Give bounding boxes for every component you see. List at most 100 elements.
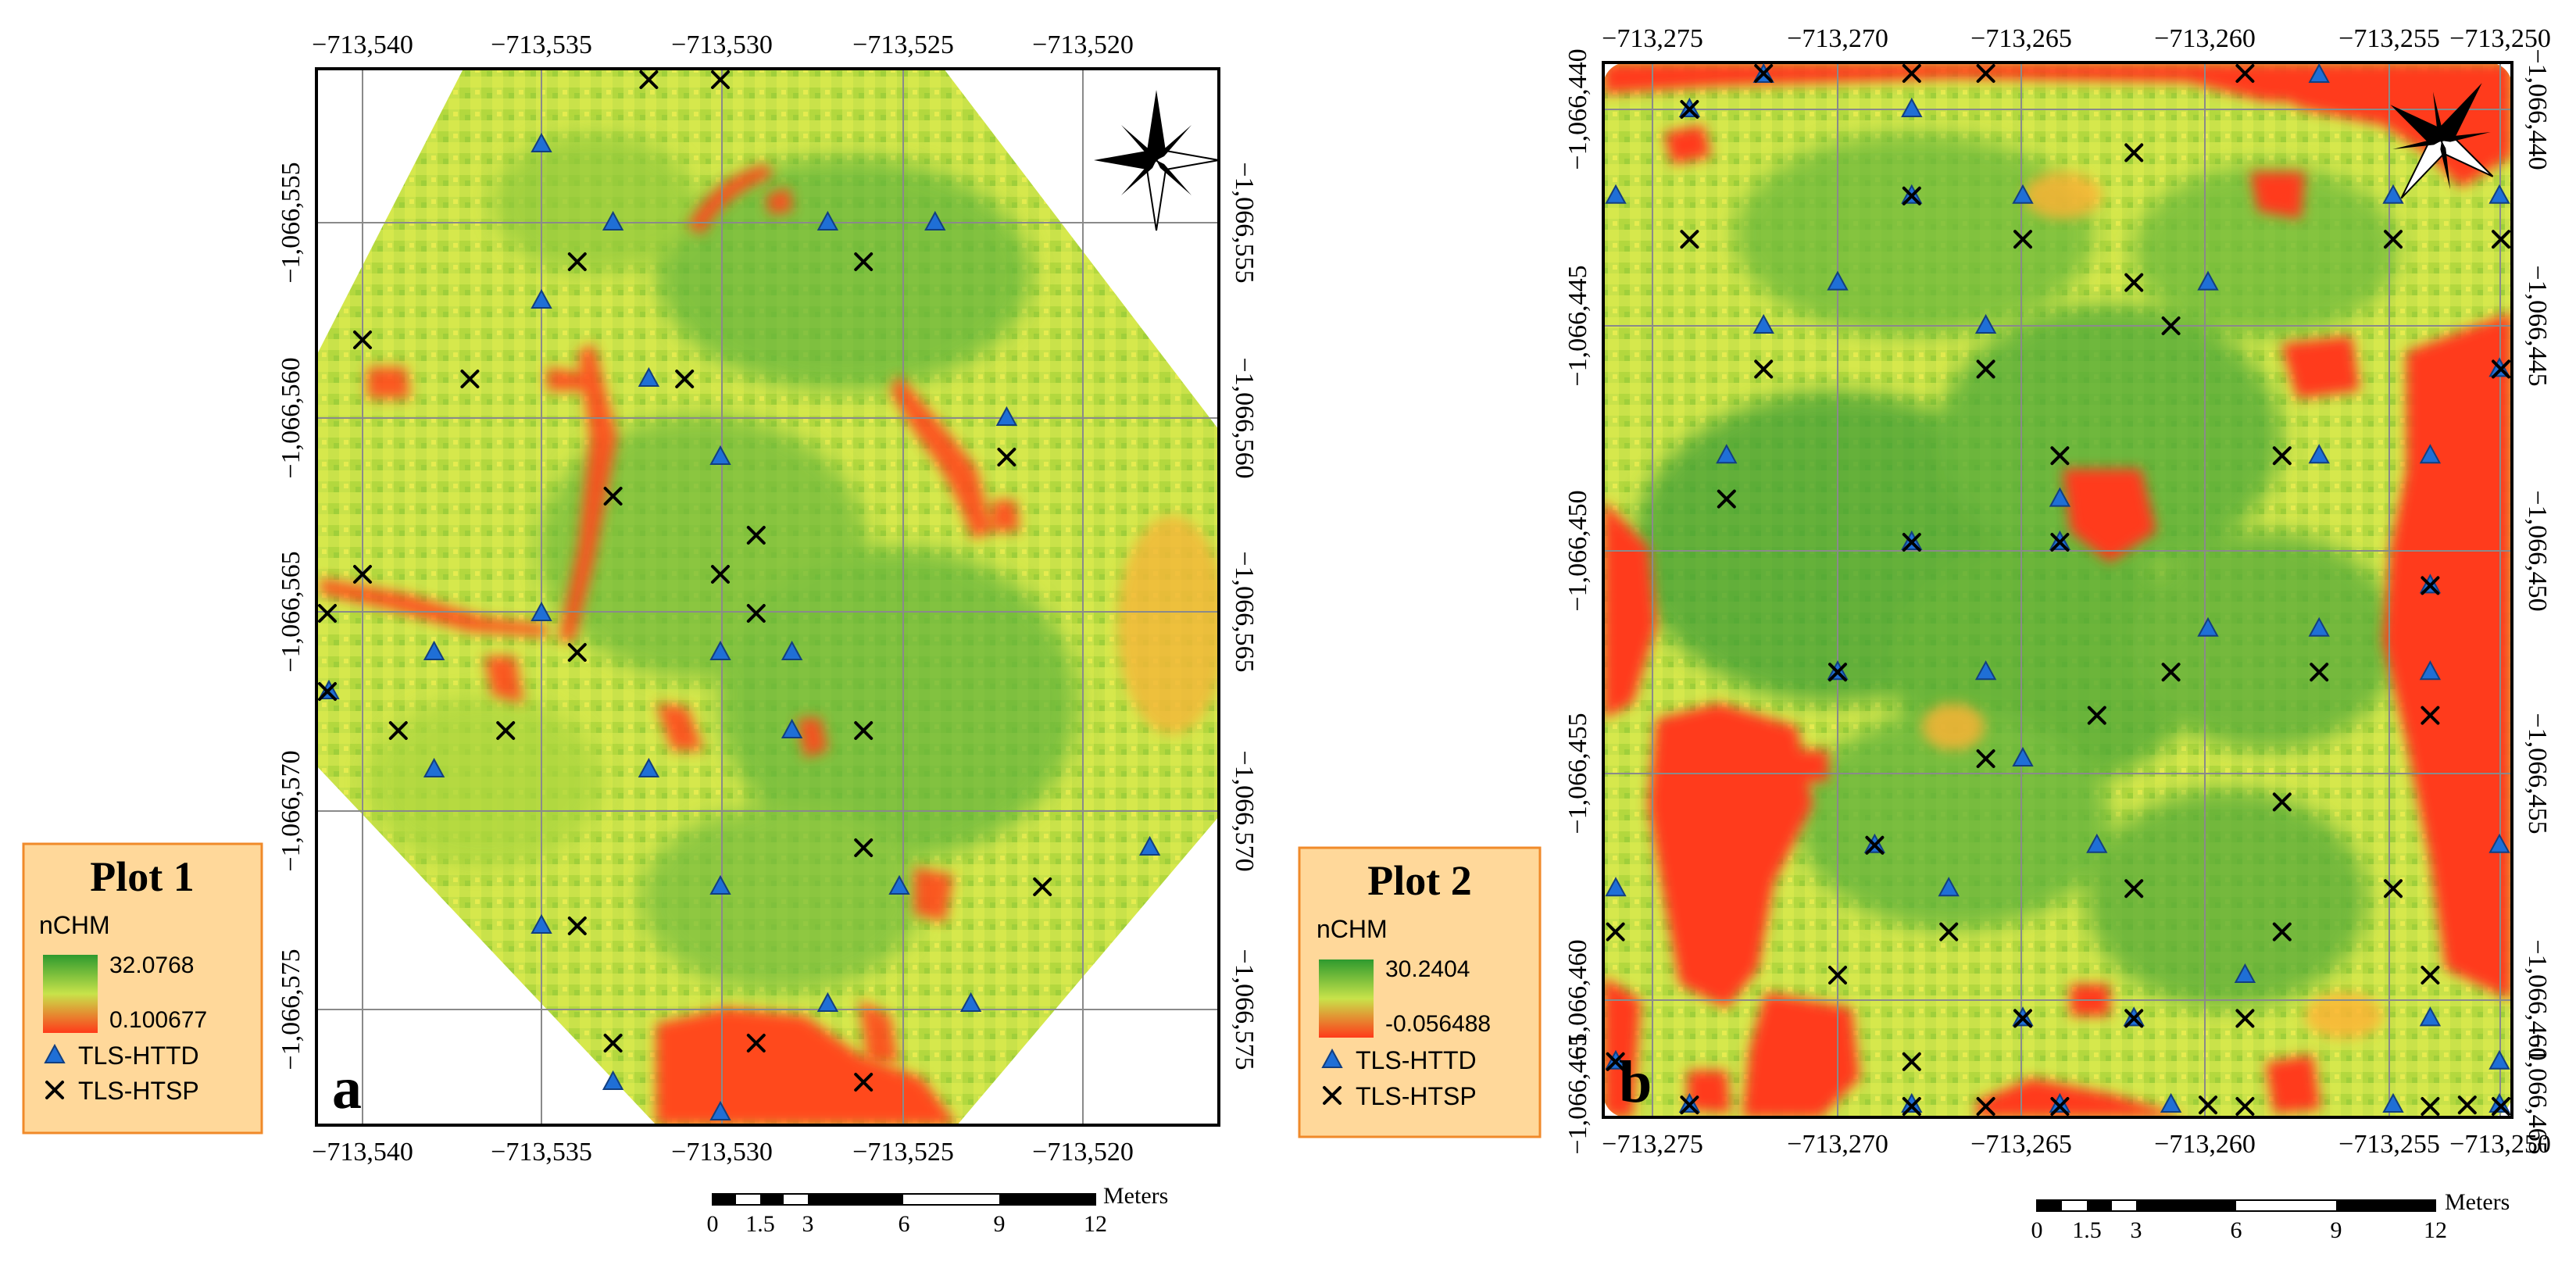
tls-httd-triangle	[531, 288, 552, 309]
nchm-raster-plot2	[1603, 63, 2512, 1117]
tls-httd-triangle	[888, 874, 910, 895]
tls-htsp-cross	[854, 721, 874, 740]
y-tick-label-right: −1,066,555	[1230, 162, 1259, 283]
y-tick-label-left: −1,066,460	[1563, 939, 1592, 1060]
tls-htsp-cross	[1976, 359, 1995, 379]
y-tick-label-right: −1,066,450	[2523, 490, 2552, 611]
x-tick-label-bottom: −713,260	[2154, 1130, 2256, 1159]
x-tick-label-top: −713,535	[491, 30, 592, 59]
y-tick-label-right: −1,066,440	[2523, 48, 2552, 170]
tls-htsp-cross	[2161, 316, 2181, 335]
tls-htsp-markers-plot1	[318, 70, 1052, 1092]
tls-httd-triangle	[531, 601, 552, 621]
tls-htsp-cross	[1680, 1095, 1699, 1115]
tls-httd-triangle	[602, 210, 624, 230]
tls-httd-triangle	[2160, 1092, 2182, 1113]
tls-htsp-cross	[318, 682, 337, 701]
y-tick-label-right: −1,066,455	[2523, 713, 2552, 834]
x-tick-label-bottom: −713,250	[2449, 1130, 2551, 1159]
tls-htsp-cross	[1828, 663, 1847, 682]
tls-htsp-cross	[746, 526, 766, 545]
tls-httd-triangle	[816, 992, 839, 1012]
y-tick-label-left: −1,066,445	[1563, 265, 1592, 386]
tls-httd-triangle	[2488, 184, 2510, 204]
tls-httd-triangle	[1605, 184, 1627, 204]
y-tick-label-left: −1,066,465	[1563, 1033, 1592, 1154]
tls-httd-triangle	[2382, 184, 2404, 204]
tls-httd-triangle	[531, 132, 552, 152]
y-tick-label-right: −1,066,570	[1230, 750, 1259, 871]
scale-label: 12	[1084, 1211, 1107, 1237]
tls-htsp-cross	[2492, 230, 2510, 249]
tls-httd-triangle	[2419, 1006, 2442, 1027]
tls-htsp-cross	[2457, 1095, 2477, 1115]
tls-htsp-markers-plot2	[1606, 64, 2510, 1116]
tls-htsp-cross	[567, 643, 587, 662]
map-panel-a: −713,540 −713,535 −713,530 −713,525 −713,520…	[22, 30, 1259, 1237]
y-tick-label-right: −1,066,460	[2523, 939, 2552, 1060]
x-tick-label-bottom: −713,530	[671, 1138, 773, 1167]
tls-htsp-cross	[1939, 922, 1959, 942]
tls-httd-triangle	[531, 913, 552, 934]
tls-htsp-cross	[1902, 533, 1921, 552]
x-tick-label-top: −713,520	[1032, 30, 1134, 59]
tls-htsp-cross	[711, 565, 730, 584]
scale-label: 9	[2331, 1217, 2342, 1243]
tls-htsp-cross	[2235, 64, 2255, 83]
triangle-symbol-icon	[44, 1043, 66, 1063]
scale-label: 0	[2031, 1217, 2043, 1243]
panel-label-a: a	[332, 1056, 362, 1121]
tls-htsp-cross	[496, 721, 516, 740]
tls-htsp-cross	[2421, 966, 2440, 984]
tls-htsp-cross	[854, 252, 874, 271]
map-frame-plot1	[315, 67, 1220, 1127]
color-ramp	[43, 955, 98, 1033]
x-tick-label-bottom: −713,270	[1787, 1130, 1888, 1159]
tls-httd-triangle	[638, 366, 660, 387]
tls-htsp-cross	[1902, 186, 1921, 205]
scale-unit: Meters	[2445, 1189, 2510, 1215]
y-tick-label-left: −1,066,450	[1563, 490, 1592, 611]
tls-htsp-cross	[2087, 706, 2106, 725]
legend-title: Plot 2	[1367, 857, 1471, 904]
legend-triangle-label: TLS-HTTD	[78, 1042, 199, 1070]
tls-htsp-cross	[603, 1034, 623, 1052]
scale-unit: Meters	[1103, 1183, 1168, 1209]
y-tick-label-left: −1,066,440	[1563, 48, 1592, 170]
tls-htsp-cross	[1976, 1097, 1995, 1116]
tls-htsp-cross	[675, 370, 695, 388]
y-tick-label-left: −1,066,555	[277, 162, 305, 283]
scale-label: 12	[2424, 1217, 2447, 1243]
tls-httd-triangle	[709, 445, 731, 465]
x-tick-label-bottom: −713,535	[491, 1138, 592, 1167]
tls-httd-triangle	[2308, 63, 2330, 83]
tls-httd-triangle	[423, 640, 445, 660]
tls-htsp-cross	[746, 604, 766, 623]
tls-httd-triangle	[2086, 833, 2108, 853]
tls-htsp-cross	[603, 487, 623, 506]
y-tick-label-left: −1,066,560	[277, 357, 305, 478]
scale-bar-plot1: 0 1.5 3 6 9 12 Meters	[707, 1183, 1169, 1237]
tls-httd-markers-plot1	[318, 132, 1161, 1120]
tls-htsp-cross	[1865, 835, 1885, 855]
scale-label: 0	[707, 1211, 719, 1237]
tls-httd-triangle	[781, 718, 803, 738]
tls-httd-triangle	[959, 992, 982, 1012]
tls-httd-triangle	[423, 757, 445, 777]
tls-httd-triangle	[2488, 1049, 2510, 1070]
tls-htsp-cross	[2492, 1097, 2510, 1116]
cross-symbol-icon	[45, 1081, 64, 1099]
legend-cross-label: TLS-HTSP	[78, 1077, 199, 1105]
tls-htsp-cross	[1902, 1052, 1921, 1071]
panel-label-b: b	[1619, 1049, 1652, 1115]
triangle-symbol-icon	[1321, 1048, 1343, 1068]
x-tick-label-top: −713,255	[2338, 24, 2440, 53]
tls-htsp-cross	[1754, 359, 1774, 379]
tls-htsp-cross	[2492, 359, 2510, 379]
tls-httd-triangle	[995, 406, 1018, 426]
x-tick-label-bottom: −713,520	[1032, 1138, 1134, 1167]
y-tick-label-left: −1,066,570	[277, 750, 305, 871]
tls-htsp-cross	[2124, 143, 2144, 163]
legend-max-value: 30.2404	[1385, 956, 1470, 982]
tls-htsp-cross	[353, 331, 372, 349]
